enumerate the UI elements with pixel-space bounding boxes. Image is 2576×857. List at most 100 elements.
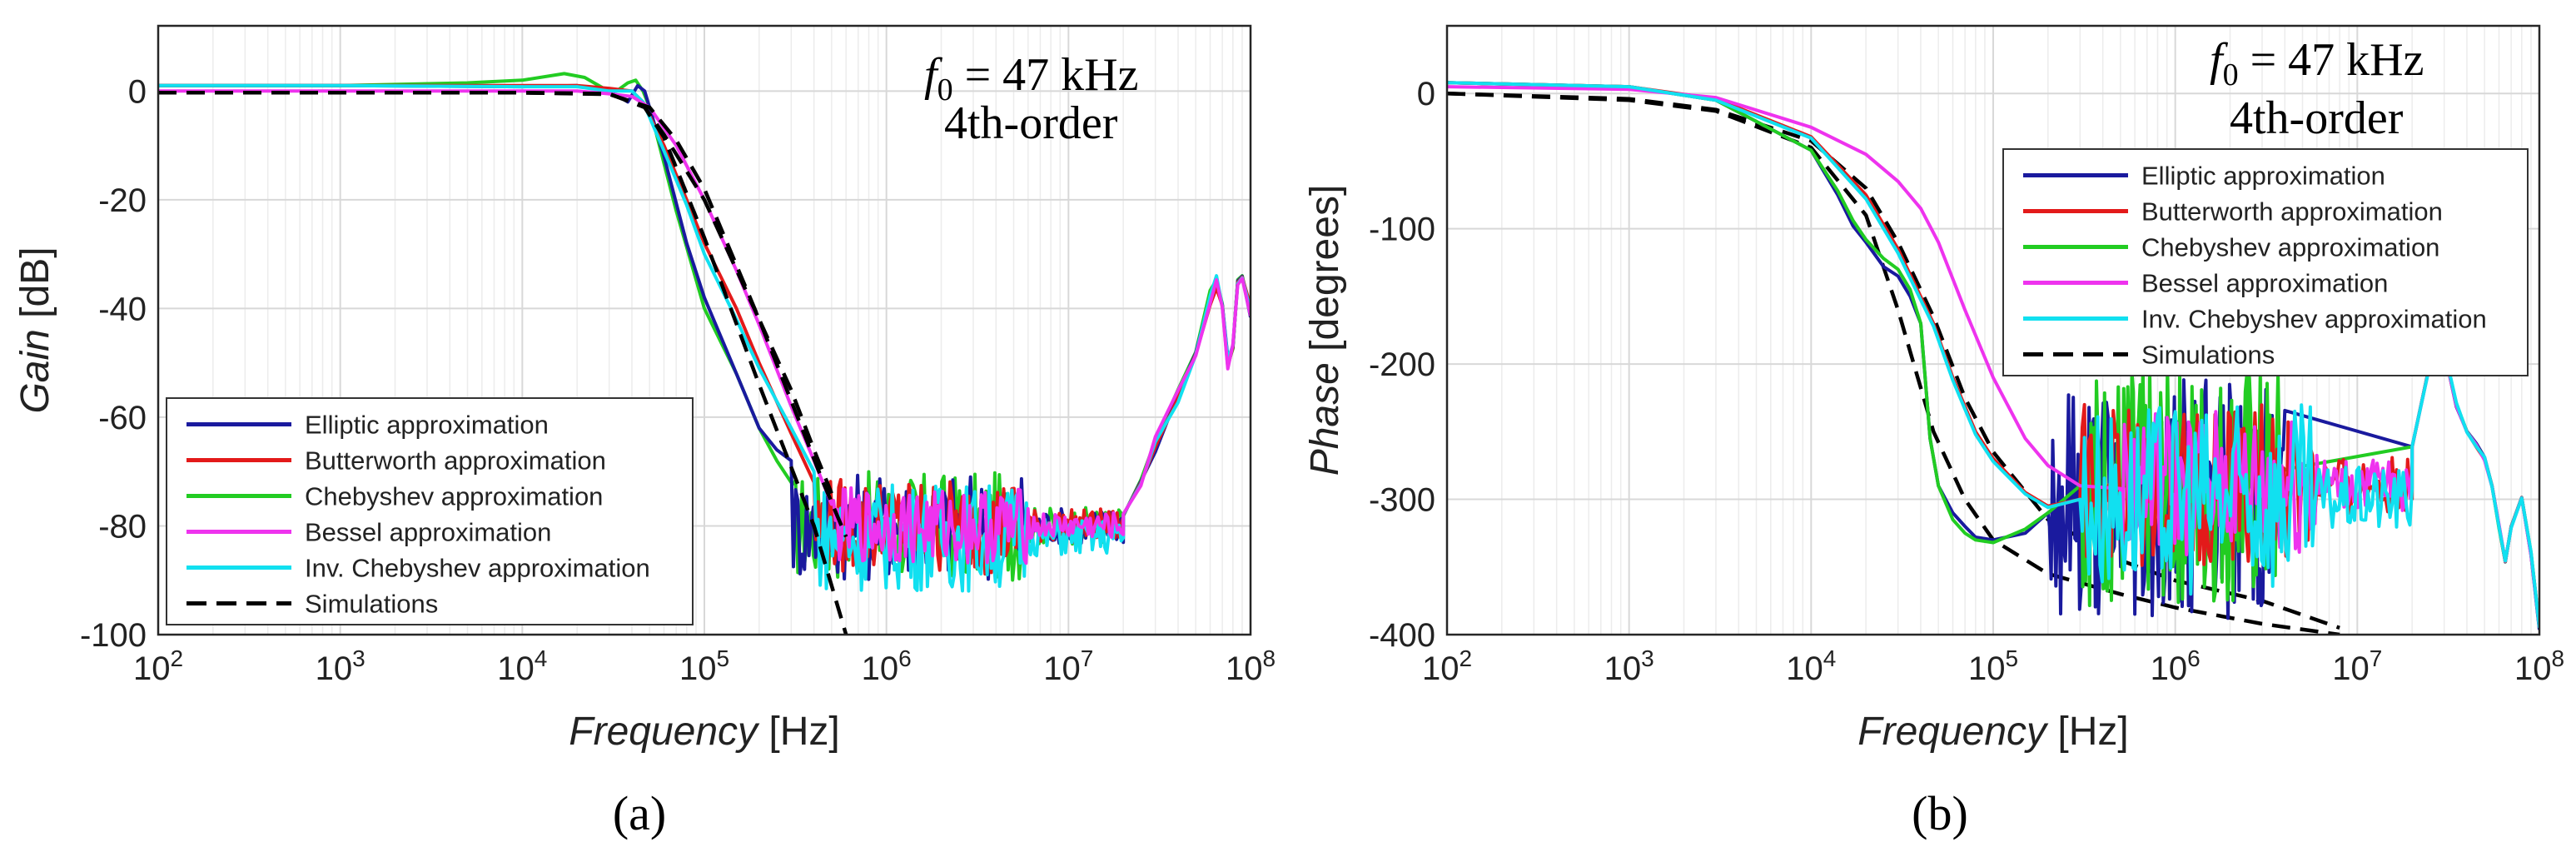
x-axis-label-italic: Frequency (1857, 710, 2049, 754)
y-axis-label: Gain [dB] (13, 247, 57, 413)
legend-label: Bessel approximation (305, 518, 551, 547)
x-tick-exponent: 5 (716, 645, 729, 671)
y-axis-label-unit: [degrees] (1303, 185, 1347, 362)
legend-label: Bessel approximation (2141, 269, 2388, 298)
series-line-bessel-approximation (158, 89, 1251, 566)
legend-label: Inv. Chebyshev approximation (305, 554, 650, 583)
x-tick-exponent: 3 (1641, 645, 1654, 671)
legend-label: Simulations (2141, 341, 2275, 370)
x-tick-base: 10 (1226, 650, 1263, 687)
x-tick-label: 103 (316, 645, 366, 687)
series-line-inv-chebyshev-approximation (1447, 81, 2539, 628)
x-tick-base: 10 (1043, 650, 1081, 687)
y-tick-label: -100 (1369, 212, 1435, 248)
plot-frame (1445, 24, 2541, 636)
y-tick-label: -80 (98, 508, 147, 545)
x-tick-exponent: 2 (170, 645, 183, 671)
filter-order-annotation: 4th-order (2230, 92, 2404, 144)
y-tick-label: -60 (98, 400, 147, 436)
legend-label: Simulations (305, 590, 438, 619)
y-tick-label: 0 (128, 73, 147, 110)
x-tick-label: 105 (679, 645, 729, 687)
legend-box (2002, 148, 2529, 376)
x-tick-base: 10 (679, 650, 717, 687)
x-tick-base: 10 (862, 650, 899, 687)
annotation-f-subscript: 0 (937, 72, 953, 107)
x-tick-labels: 102 103 104 105 106 107 108 (1422, 645, 2564, 687)
x-tick-label: 105 (1968, 645, 2018, 687)
y-axis-label-italic: Phase (1303, 362, 1347, 476)
x-tick-label: 108 (2514, 645, 2564, 687)
annotation-f-value: = 47 kHz (2239, 34, 2424, 86)
x-tick-labels: 102 103 104 105 106 107 108 (133, 645, 1276, 687)
x-tick-label: 108 (1226, 645, 1276, 687)
x-tick-base: 10 (133, 650, 171, 687)
x-tick-base: 10 (316, 650, 353, 687)
x-tick-base: 10 (2151, 650, 2188, 687)
y-tick-labels: 0 -100 -200 -300 -400 (1369, 76, 1435, 654)
x-tick-exponent: 6 (898, 645, 912, 671)
x-tick-exponent: 6 (2187, 645, 2201, 671)
chart-panel-a: 102 103 104 105 106 107 1080-20-40-60-80-100Fr… (13, 24, 1276, 840)
cutoff-frequency-annotation: f0 = 47 kHz (2210, 34, 2424, 92)
plot-area (1447, 81, 2539, 635)
x-axis-label-unit: [Hz] (2046, 710, 2129, 754)
x-tick-label: 106 (862, 645, 912, 687)
x-tick-label: 107 (1043, 645, 1093, 687)
legend-label: Butterworth approximation (2141, 197, 2443, 227)
legend-label: Elliptic approximation (2141, 162, 2385, 191)
chart-panel-b: 102 103 104 105 106 107 1080-100-200-300-400Fr… (1303, 24, 2564, 840)
x-tick-base: 10 (2332, 650, 2370, 687)
x-axis-label: Frequency [Hz] (569, 710, 839, 754)
y-axis-label-italic: Gain (13, 329, 57, 413)
legend-label: Chebyshev approximation (305, 482, 603, 511)
plot-frame (157, 24, 1252, 636)
x-axis-label: Frequency [Hz] (1857, 710, 2128, 754)
cutoff-frequency-annotation: f0 = 47 kHz (924, 49, 1138, 107)
panel-label: (b) (1912, 786, 1968, 840)
x-tick-base: 10 (2514, 650, 2552, 687)
series-line-simulations (1447, 91, 2340, 635)
x-tick-exponent: 8 (2551, 645, 2564, 671)
x-tick-label: 107 (2332, 645, 2382, 687)
x-tick-label: 102 (1422, 645, 1472, 687)
x-tick-exponent: 3 (352, 645, 366, 671)
x-tick-exponent: 8 (1262, 645, 1276, 671)
x-tick-label: 104 (1786, 645, 1836, 687)
filter-order-annotation: 4th-order (944, 97, 1118, 149)
x-tick-base: 10 (1968, 650, 2006, 687)
x-tick-label: 103 (1604, 645, 1654, 687)
legend: Elliptic approximation Butterworth approx… (2002, 148, 2529, 376)
y-tick-label: -20 (98, 182, 147, 219)
x-tick-label: 102 (133, 645, 183, 687)
x-tick-base: 10 (1786, 650, 1823, 687)
y-tick-labels: 0 -20 -40 -60 -80 -100 (80, 73, 147, 654)
x-tick-exponent: 7 (2370, 645, 2383, 671)
legend-label: Elliptic approximation (305, 411, 549, 440)
series-line-simulations (158, 91, 848, 538)
x-axis-label-unit: [Hz] (758, 710, 840, 754)
x-tick-label: 106 (2151, 645, 2201, 687)
legend-label: Butterworth approximation (305, 446, 606, 476)
x-tick-base: 10 (1422, 650, 1460, 687)
annotation-f-subscript: 0 (2223, 57, 2239, 92)
series-line-elliptic-approximation (1447, 81, 2539, 630)
series-line-simulations (1447, 91, 2340, 630)
y-tick-label: -100 (80, 617, 147, 654)
x-tick-exponent: 4 (535, 645, 548, 671)
x-tick-exponent: 5 (2005, 645, 2018, 671)
y-axis-label: Phase [degrees] (1303, 185, 1347, 476)
legend-label: Chebyshev approximation (2141, 233, 2439, 262)
annotation-f-value: = 47 kHz (953, 49, 1139, 101)
legend: Elliptic approximation Butterworth approx… (166, 397, 694, 625)
x-tick-exponent: 7 (1081, 645, 1094, 671)
y-tick-label: -40 (98, 291, 147, 327)
legend-label: Inv. Chebyshev approximation (2141, 305, 2487, 334)
y-tick-label: -300 (1369, 482, 1435, 519)
legend-box (166, 397, 694, 625)
plot-area (158, 72, 1251, 635)
y-axis-label-unit: [dB] (13, 247, 57, 329)
x-tick-base: 10 (1604, 650, 1642, 687)
y-tick-label: -200 (1369, 346, 1435, 383)
